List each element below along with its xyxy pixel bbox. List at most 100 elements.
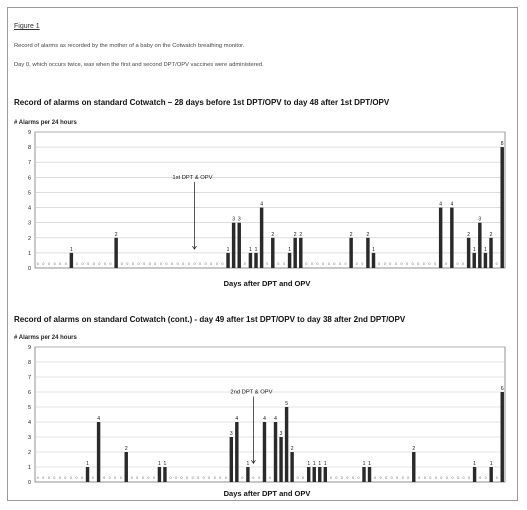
chart-2-bar <box>274 422 277 482</box>
chart-2-data-label: 0 <box>346 476 348 480</box>
chart-2-bar <box>412 452 415 482</box>
chart-2-xlabel: Days after DPT and OPV <box>207 489 327 498</box>
chart-2-data-label: 0 <box>241 476 243 480</box>
chart-2-data-label: 0 <box>496 476 498 480</box>
chart-2-data-label: 0 <box>429 476 431 480</box>
chart-2-data-label: 0 <box>225 476 227 480</box>
chart-2-bar <box>158 467 161 482</box>
chart-2-data-label: 0 <box>219 476 221 480</box>
chart-2-data-label: 0 <box>424 476 426 480</box>
chart-2-bar <box>324 467 327 482</box>
chart-2-data-label: 0 <box>153 476 155 480</box>
chart-2-data-label: 0 <box>214 476 216 480</box>
chart-2-data-label: 1 <box>363 461 366 467</box>
chart-2-data-label: 0 <box>418 476 420 480</box>
chart-2-bar <box>86 467 89 482</box>
chart-2-data-label: 0 <box>407 476 409 480</box>
chart-2-data-label: 0 <box>385 476 387 480</box>
chart-2-data-label: 0 <box>402 476 404 480</box>
chart-2-data-label: 4 <box>263 416 266 422</box>
chart-2-bar <box>307 467 310 482</box>
chart-2-data-label: 1 <box>164 461 167 467</box>
chart-2-data-label: 0 <box>252 476 254 480</box>
chart-2-data-label: 4 <box>274 416 277 422</box>
chart-2-data-label: 0 <box>341 476 343 480</box>
chart-2-data-label: 0 <box>48 476 50 480</box>
chart-2-data-label: 0 <box>136 476 138 480</box>
chart-2-data-label: 2 <box>412 446 415 452</box>
chart-2-plot-area <box>35 347 505 482</box>
chart-2-data-label: 0 <box>109 476 111 480</box>
chart-2-data-label: 0 <box>457 476 459 480</box>
chart-2-data-label: 2 <box>125 446 128 452</box>
chart-2-data-label: 0 <box>485 476 487 480</box>
chart-2-data-label: 0 <box>142 476 144 480</box>
chart-2-data-label: 0 <box>192 476 194 480</box>
chart-2-bar <box>285 407 288 482</box>
chart-2-data-label: 0 <box>75 476 77 480</box>
chart-2-y-tick-label: 3 <box>28 435 31 441</box>
chart-2-data-label: 0 <box>435 476 437 480</box>
chart-2-data-label: 0 <box>37 476 39 480</box>
chart-2-data-label: 0 <box>103 476 105 480</box>
chart-2-bar <box>230 437 233 482</box>
chart-2-data-label: 4 <box>97 416 100 422</box>
chart-2-data-label: 2 <box>291 446 294 452</box>
chart-2-data-label: 0 <box>374 476 376 480</box>
chart-2-data-label: 3 <box>230 431 233 437</box>
chart-2-data-label: 0 <box>380 476 382 480</box>
chart-2-data-label: 1 <box>318 461 321 467</box>
chart-2-annotation: 2nd DPT & OPV <box>230 390 272 396</box>
chart-2-bar <box>246 467 249 482</box>
chart-2-data-label: 1 <box>324 461 327 467</box>
chart-2-data-label: 0 <box>81 476 83 480</box>
chart-2-data-label: 0 <box>208 476 210 480</box>
chart-2-data-label: 0 <box>53 476 55 480</box>
chart-2-data-label: 0 <box>357 476 359 480</box>
chart-2-data-label: 0 <box>302 476 304 480</box>
chart-2-data-label: 0 <box>70 476 72 480</box>
chart-2-y-tick-label: 1 <box>28 465 31 471</box>
chart-2-y-tick-label: 6 <box>28 390 31 396</box>
chart-2-data-label: 0 <box>391 476 393 480</box>
chart-2-y-tick-label: 7 <box>28 375 31 381</box>
chart-2-data-label: 0 <box>181 476 183 480</box>
chart-2-bar <box>318 467 321 482</box>
chart-2-data-label: 6 <box>501 386 504 392</box>
chart-2-data-label: 0 <box>396 476 398 480</box>
chart-2-y-tick-label: 5 <box>28 405 31 411</box>
chart-2-bar <box>235 422 238 482</box>
chart-2-data-label: 1 <box>490 461 493 467</box>
chart-2-data-label: 0 <box>468 476 470 480</box>
chart-2-data-label: 0 <box>335 476 337 480</box>
chart-2-y-tick-label: 8 <box>28 360 31 366</box>
chart-2-data-label: 0 <box>175 476 177 480</box>
chart-2-y-tick-label: 0 <box>28 480 31 486</box>
chart-2-bar <box>163 467 166 482</box>
chart-2-y-tick-label: 4 <box>28 420 31 426</box>
chart-2-data-label: 4 <box>235 416 238 422</box>
chart-2-bar <box>368 467 371 482</box>
chart-2-data-label: 1 <box>158 461 161 467</box>
chart-2-bar <box>489 467 492 482</box>
chart-2-bar <box>263 422 266 482</box>
chart-2-data-label: 0 <box>446 476 448 480</box>
chart-2-data-label: 0 <box>120 476 122 480</box>
chart-2-data-label: 0 <box>440 476 442 480</box>
chart-2-data-label: 0 <box>147 476 149 480</box>
chart-2-data-label: 0 <box>59 476 61 480</box>
chart-2-data-label: 0 <box>42 476 44 480</box>
chart-2-data-label: 1 <box>368 461 371 467</box>
chart-2-bar <box>473 467 476 482</box>
chart-2-y-tick-label: 2 <box>28 450 31 456</box>
chart-2-data-label: 0 <box>203 476 205 480</box>
chart-2-data-label: 0 <box>114 476 116 480</box>
chart-2-data-label: 0 <box>297 476 299 480</box>
chart-2-bar <box>313 467 316 482</box>
chart-2-data-label: 0 <box>169 476 171 480</box>
chart-2-bar <box>97 422 100 482</box>
chart-2-bar <box>279 437 282 482</box>
chart-2-data-label: 5 <box>285 401 288 407</box>
chart-2-bar <box>125 452 128 482</box>
chart-2-data-label: 0 <box>330 476 332 480</box>
